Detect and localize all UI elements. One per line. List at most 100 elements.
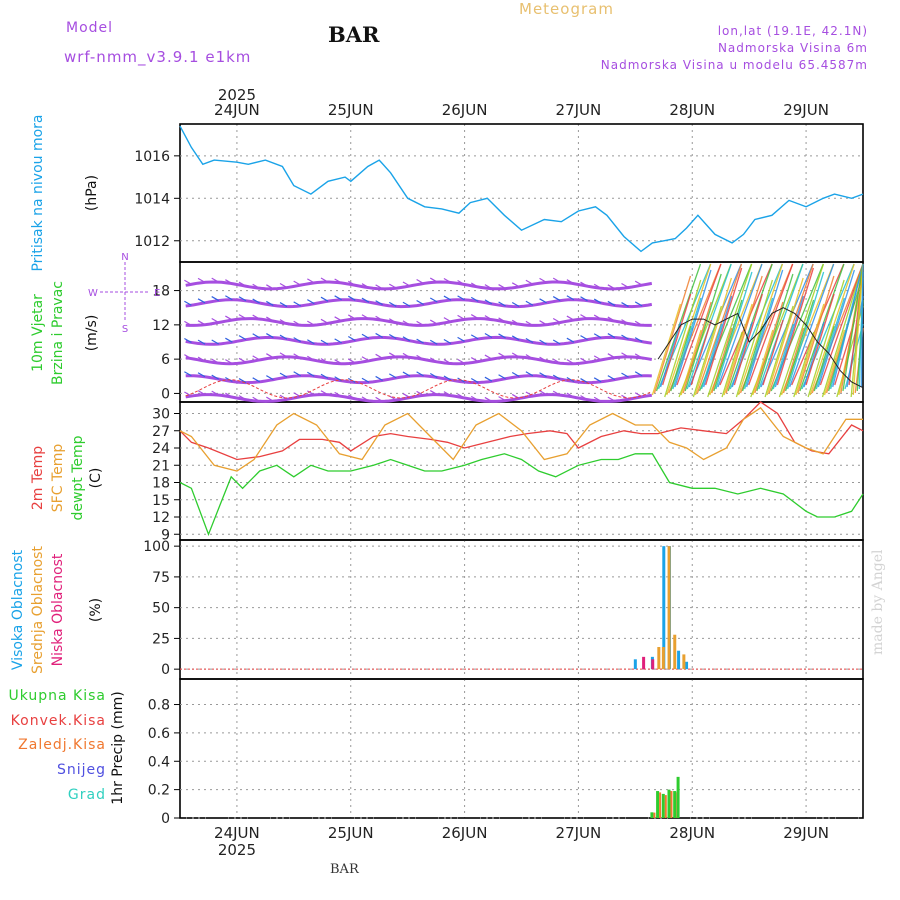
- wind-barb: [593, 396, 602, 402]
- wind-barb: [713, 299, 743, 392]
- wind-barb: [457, 358, 465, 364]
- wind-barb: [525, 320, 534, 326]
- bottom-day-label: 25JUN: [328, 824, 374, 842]
- wind-barb: [279, 334, 288, 340]
- wind-barb: [525, 371, 534, 377]
- wind-barb: [860, 263, 864, 388]
- wind-barb: [725, 275, 763, 394]
- precip-bar: [656, 791, 660, 818]
- wind-barb: [184, 354, 192, 360]
- wind-barb: [334, 338, 342, 344]
- precip-tick-label: 0.2: [148, 783, 170, 799]
- wind-barb: [184, 300, 192, 306]
- temp-tick-label: 24: [152, 441, 170, 457]
- wind-barb: [580, 357, 588, 363]
- wind-barb: [293, 301, 301, 307]
- wind-barb: [293, 320, 301, 326]
- wind-barb: [539, 356, 547, 362]
- wind-barb: [680, 329, 702, 396]
- footer-station: BAR: [330, 862, 359, 877]
- compass-w-label: W: [88, 288, 98, 299]
- wind-barb: [416, 338, 424, 344]
- wind-barb: [443, 391, 452, 397]
- wind-barb: [307, 339, 315, 345]
- pressure-tick-label: 1014: [134, 191, 170, 207]
- panel-frame: [179, 539, 864, 680]
- wind-barb-row: [185, 355, 653, 366]
- wind-barb: [776, 267, 815, 386]
- wind-barb: [252, 355, 260, 361]
- temp-tick-label: 21: [152, 458, 170, 474]
- wind-barb: [580, 296, 588, 302]
- wind-barb: [388, 301, 397, 307]
- wind-barb: [402, 281, 411, 287]
- lonlat-text: lon,lat (19.1E, 42.1N): [717, 24, 868, 38]
- wind-barb: [211, 374, 220, 380]
- model-name: wrf-nmm_v3.9.1 e1km: [64, 48, 252, 66]
- bottom-day-label: 26JUN: [442, 824, 488, 842]
- wind-barb: [498, 352, 506, 358]
- wind-barb: [607, 284, 616, 290]
- panel-frame: [179, 678, 864, 819]
- compass-s-label: S: [122, 324, 128, 335]
- wind-barb: [375, 375, 383, 381]
- wind-barb: [388, 373, 397, 379]
- precip-legend-entry: Ukupna Kisa: [8, 688, 106, 704]
- cloud-bar: [682, 654, 686, 670]
- wind-barb: [184, 391, 192, 397]
- wind-barb: [607, 375, 616, 381]
- precip-bar: [653, 812, 656, 818]
- wind-barb: [238, 335, 247, 341]
- wind-barb: [817, 269, 855, 388]
- wind-barb: [552, 358, 561, 364]
- cloud-tick-label: 25: [152, 631, 170, 647]
- cloud-bar: [685, 661, 689, 670]
- wind-barb: [593, 298, 602, 304]
- temp-tick-label: 9: [161, 527, 170, 543]
- wind-barb: [539, 390, 547, 396]
- cloud-bar: [673, 634, 677, 670]
- wind-barb: [737, 263, 784, 396]
- temp-unit: (C): [88, 468, 104, 489]
- wind-barb: [711, 327, 733, 394]
- wind-barb: [819, 263, 864, 386]
- wind-barb: [846, 295, 864, 388]
- wind-barb: [375, 332, 383, 338]
- wind-barb: [634, 337, 643, 343]
- wind-barb: [525, 337, 534, 343]
- wind-barb: [361, 396, 370, 402]
- wind-barb: [457, 393, 465, 399]
- wind-barb: [580, 281, 588, 287]
- wind-barb: [320, 277, 329, 283]
- wind-barb: [429, 357, 438, 363]
- wind-speed-line: [657, 307, 864, 389]
- temp-tick-label: 18: [152, 476, 170, 492]
- wind-barb: [670, 325, 692, 392]
- wind-barb: [307, 355, 315, 361]
- wind-barb: [266, 316, 274, 322]
- wind-barb: [402, 320, 411, 326]
- wind-barb: [348, 314, 356, 320]
- wind-barb: [184, 337, 192, 343]
- wind-barb: [279, 302, 288, 308]
- sfc-axis-title: SFC Temp: [50, 444, 66, 513]
- wind-barb: [525, 391, 534, 397]
- cloud-bar: [661, 647, 665, 670]
- wind-barb: [361, 283, 370, 289]
- wind-barb: [252, 298, 260, 304]
- model-label: Model: [66, 20, 114, 36]
- wind-barb: [429, 297, 438, 303]
- wind-barb: [552, 374, 561, 380]
- wind-barb-row: [185, 298, 653, 309]
- pressure-axis-title: Pritisak na nivou mora: [30, 114, 46, 271]
- wind-barb: [539, 320, 547, 326]
- wind-barb: [566, 337, 575, 343]
- pressure-line: [179, 125, 864, 253]
- wind-barb: [756, 273, 794, 392]
- wind-barb: [795, 303, 825, 396]
- wind-barb: [809, 263, 855, 396]
- cloud-tick-label: 0: [161, 662, 170, 678]
- wind-barb: [748, 263, 794, 386]
- wind-barb: [721, 331, 743, 398]
